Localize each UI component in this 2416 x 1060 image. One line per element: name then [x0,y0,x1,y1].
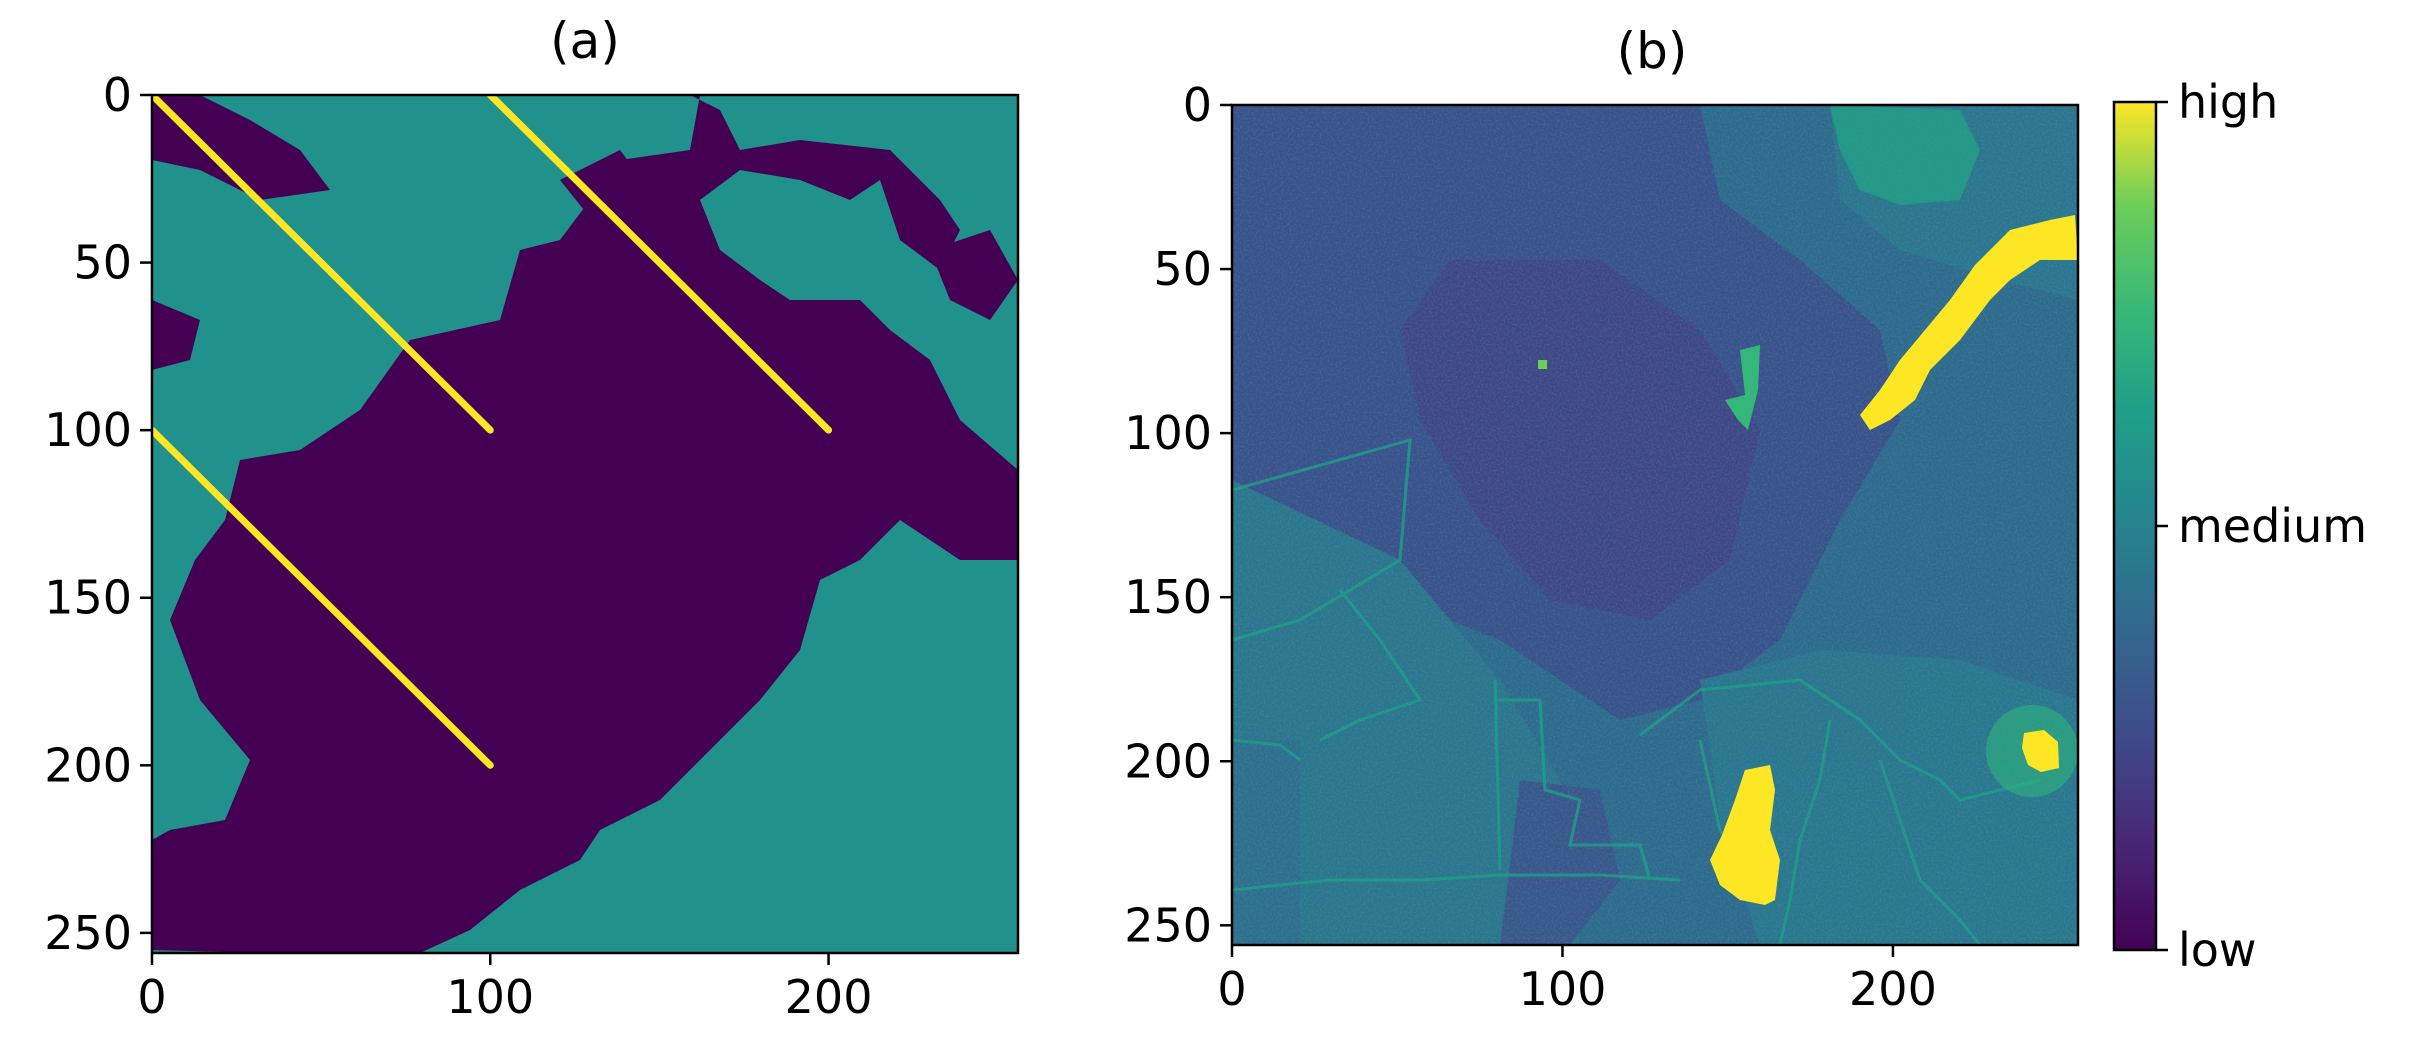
diagonal-line [486,95,833,434]
panel-b-y-tick-label: 250 [1124,898,1212,952]
panel-b-title: (b) [1617,22,1688,80]
panel-a-y-tick-label: 50 [73,236,132,290]
panel-a-x-tick-label: 200 [785,970,873,1024]
panel-b-boundaries [1232,437,2041,945]
diagonal-line [152,95,494,434]
panel-a-axes: 0 100 200 0 50 100 150 200 250 [44,68,872,1024]
panel-b-x-tick-label: 200 [1849,962,1937,1016]
colorbar: high medium low [2112,75,2367,977]
panel-b-frame [1230,103,2080,947]
panel-b-y-tick-label: 0 [1183,78,1212,132]
panel-a-diagonal-lines [152,95,833,769]
colorbar-label: high [2178,75,2278,129]
panel-a-low-region [152,95,1018,953]
panel-b-axes: 0 100 200 0 50 100 150 200 250 [1124,78,1937,1016]
panel-b-x-tick-label: 100 [1519,962,1607,1016]
panel-a-y-tick-label: 250 [44,906,132,960]
panel-a: (a) 0 100 200 0 50 100 150 200 250 [44,12,1020,1024]
panel-a-y-tick-label: 200 [44,738,132,792]
panel-b-y-tick-label: 50 [1153,242,1212,296]
panel-b-y-tick-label: 150 [1124,570,1212,624]
panel-a-x-tick-label: 0 [137,970,166,1024]
panel-b-hotspots [1710,215,2078,905]
panel-a-y-tick-label: 150 [44,571,132,625]
panel-b-x-tick-label: 0 [1217,962,1246,1016]
panel-a-x-tick-label: 100 [446,970,534,1024]
panel-a-frame [150,93,1020,955]
panel-b: (b) [1124,22,2080,1016]
colorbar-label: low [2178,923,2257,977]
panel-b-y-tick-label: 100 [1124,406,1212,460]
colorbar-gradient [2112,100,2158,952]
panel-a-y-tick-label: 100 [44,403,132,457]
panel-b-texture [1232,105,2078,945]
diagonal-line [152,426,494,769]
panel-b-y-tick-label: 200 [1124,734,1212,788]
colorbar-ticks: high medium low [2156,75,2367,977]
panel-a-y-tick-label: 0 [103,68,132,122]
colorbar-label: medium [2178,499,2367,553]
panel-a-title: (a) [550,12,620,70]
